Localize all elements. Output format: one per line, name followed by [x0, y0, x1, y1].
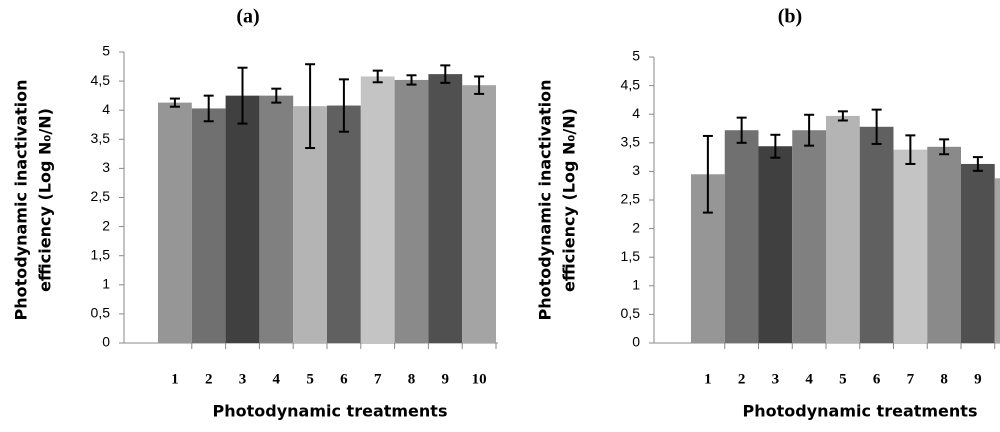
x-tick-label: 6 — [340, 371, 348, 387]
bar — [994, 178, 1000, 343]
y-tick-label: 1,5 — [91, 246, 111, 262]
y-tick-label: 3 — [632, 162, 640, 178]
y-axis-title: Photodynamic inactivation — [536, 79, 555, 320]
y-tick-label: 3,5 — [621, 134, 641, 150]
y-tick-label: 2,5 — [91, 188, 111, 204]
bar — [360, 76, 395, 343]
y-tick-label: 3 — [102, 159, 110, 175]
y-tick-label: 0,5 — [91, 305, 111, 321]
y-tick-label: 1 — [102, 276, 110, 292]
bar — [724, 130, 759, 343]
panel-title: (a) — [236, 6, 259, 28]
y-tick-label: 2,5 — [621, 191, 641, 207]
y-tick-label: 2 — [102, 217, 110, 233]
y-tick-label: 4 — [102, 101, 110, 117]
x-tick-label: 10 — [472, 371, 487, 387]
bar — [462, 85, 496, 343]
y-tick-label: 0 — [632, 334, 640, 350]
bar — [158, 102, 192, 343]
bar — [191, 108, 226, 343]
bar — [428, 74, 463, 343]
bar — [792, 130, 826, 343]
x-tick-label: 1 — [171, 371, 179, 387]
x-tick-label: 9 — [974, 371, 982, 387]
bar — [327, 105, 361, 343]
bar — [225, 95, 260, 344]
x-axis-title: Photodynamic treatments — [213, 402, 448, 421]
y-tick-label: 4,5 — [621, 76, 641, 92]
bar — [259, 95, 294, 344]
x-tick-label: 7 — [907, 371, 915, 387]
x-tick-label: 4 — [805, 371, 813, 387]
x-tick-label: 9 — [442, 371, 450, 387]
y-tick-label: 2 — [632, 219, 640, 235]
y-tick-label: 5 — [632, 48, 640, 64]
y-axis-title: efficiency (Log N₀/N) — [560, 108, 579, 292]
x-tick-label: 2 — [738, 371, 746, 387]
x-tick-label: 5 — [839, 371, 847, 387]
bar — [927, 146, 961, 343]
y-tick-label: 4 — [632, 105, 640, 121]
x-tick-label: 4 — [273, 371, 281, 387]
y-axis-title: efficiency (Log N₀/N) — [36, 108, 55, 292]
bar — [826, 115, 860, 343]
bar — [394, 79, 429, 343]
x-tick-label: 3 — [772, 371, 780, 387]
y-tick-label: 1,5 — [621, 248, 641, 264]
x-tick-label: 1 — [704, 371, 712, 387]
bar — [893, 149, 928, 343]
x-tick-label: 7 — [374, 371, 382, 387]
y-tick-label: 5 — [102, 43, 110, 59]
x-tick-label: 2 — [205, 371, 213, 387]
y-tick-label: 4,5 — [91, 72, 111, 88]
y-tick-label: 1 — [632, 277, 640, 293]
panel-title: (b) — [778, 6, 802, 28]
x-tick-label: 3 — [239, 371, 247, 387]
bar — [961, 163, 995, 343]
bar — [859, 126, 894, 343]
y-tick-label: 0,5 — [621, 305, 641, 321]
bar — [758, 146, 793, 343]
x-axis-title: Photodynamic treatments — [743, 402, 978, 421]
y-axis-title: Photodynamic inactivation — [12, 79, 31, 320]
y-tick-label: 3,5 — [91, 130, 111, 146]
x-tick-label: 5 — [306, 371, 314, 387]
x-tick-label: 8 — [408, 371, 416, 387]
y-tick-label: 0 — [102, 334, 110, 350]
x-tick-label: 8 — [940, 371, 948, 387]
x-tick-label: 6 — [873, 371, 881, 387]
